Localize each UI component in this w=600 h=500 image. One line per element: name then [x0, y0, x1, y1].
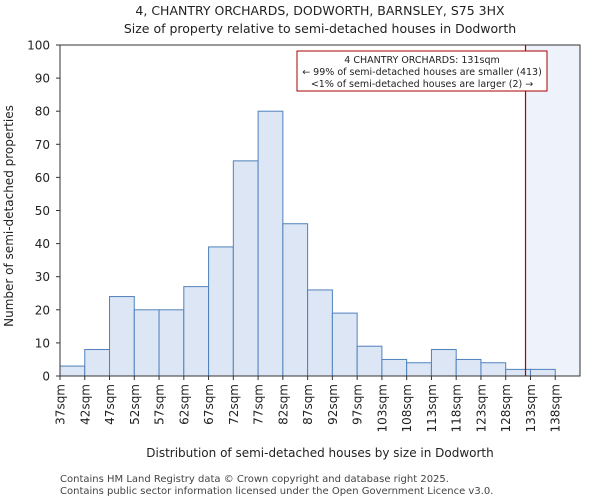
- annotation-line-3: <1% of semi-detached houses are larger (…: [311, 79, 533, 90]
- y-tick-label: 60: [35, 171, 50, 185]
- x-tick-label: 103sqm: [375, 384, 389, 432]
- bar-123sqm: [480, 362, 507, 377]
- x-tick-label: 128sqm: [499, 384, 513, 432]
- bar-42sqm: [84, 349, 111, 377]
- marker-annotation: 4 CHANTRY ORCHARDS: 131sqm ← 99% of semi…: [296, 50, 548, 92]
- bar-62sqm: [183, 286, 210, 377]
- y-axis-label: Number of semi-detached properties: [2, 105, 16, 327]
- x-tick-label: 108sqm: [400, 384, 414, 432]
- y-tick-label: 40: [35, 237, 50, 251]
- bar-133sqm: [529, 368, 556, 377]
- x-tick-label: 42sqm: [78, 384, 92, 425]
- x-tick-label: 62sqm: [177, 384, 191, 425]
- x-tick-label: 92sqm: [326, 384, 340, 425]
- bar-37sqm: [59, 365, 86, 377]
- x-tick-label: 113sqm: [425, 384, 439, 432]
- bar-52sqm: [133, 309, 160, 377]
- y-tick-label: 80: [35, 105, 50, 119]
- annotation-box: [296, 50, 548, 92]
- x-tick-label: 37sqm: [54, 384, 68, 425]
- y-tick-label: 10: [35, 336, 50, 350]
- y-tick-label: 100: [27, 39, 50, 53]
- bar-113sqm: [430, 349, 457, 377]
- x-tick-label: 123sqm: [474, 384, 488, 432]
- bar-82sqm: [282, 223, 309, 377]
- bar-72sqm: [232, 160, 259, 377]
- footer-line-2: Contains public sector information licen…: [60, 486, 493, 497]
- x-tick-label: 72sqm: [227, 384, 241, 425]
- bar-67sqm: [208, 246, 234, 377]
- annotation-line-1: 4 CHANTRY ORCHARDS: 131sqm: [344, 55, 499, 66]
- x-tick-label: 77sqm: [252, 384, 266, 425]
- y-tick-label: 0: [42, 370, 50, 384]
- x-tick-label: 97sqm: [351, 384, 365, 425]
- x-tick-label: 133sqm: [524, 384, 538, 432]
- bar-97sqm: [356, 345, 383, 377]
- x-tick-label: 57sqm: [153, 384, 167, 425]
- plot-area: 0 10 20 30 40 50 60 70 80 90 100 37sqm 42sqm 47sqm 52…: [27, 39, 581, 432]
- x-tick-label: 118sqm: [450, 384, 464, 432]
- x-axis-label: Distribution of semi-detached houses by …: [146, 446, 494, 460]
- larger-region-highlight: [525, 45, 580, 376]
- bar-128sqm: [505, 368, 531, 377]
- bar-108sqm: [406, 362, 432, 377]
- bar-47sqm: [109, 296, 135, 377]
- x-tick-label: 87sqm: [301, 384, 315, 425]
- bar-118sqm: [455, 358, 482, 377]
- bar-92sqm: [331, 312, 358, 377]
- x-tick-label: 52sqm: [128, 384, 142, 425]
- y-tick-label: 50: [35, 204, 50, 218]
- bar-87sqm: [307, 289, 333, 377]
- bar-103sqm: [381, 358, 408, 377]
- chart-title: 4, CHANTRY ORCHARDS, DODWORTH, BARNSLEY,…: [135, 3, 505, 18]
- y-tick-label: 90: [35, 72, 50, 86]
- y-tick-label: 30: [35, 270, 50, 284]
- bar-57sqm: [158, 309, 185, 377]
- annotation-line-2: ← 99% of semi-detached houses are smalle…: [302, 67, 542, 78]
- y-tick-label: 20: [35, 303, 50, 317]
- x-tick-label: 138sqm: [549, 384, 563, 432]
- x-tick-label: 47sqm: [103, 384, 117, 425]
- x-tick-label: 67sqm: [202, 384, 216, 425]
- y-tick-label: 70: [35, 138, 50, 152]
- bar-77sqm: [257, 110, 284, 377]
- x-tick-label: 82sqm: [276, 384, 290, 425]
- footer-line-1: Contains HM Land Registry data © Crown c…: [60, 474, 449, 485]
- chart-subtitle: Size of property relative to semi-detach…: [124, 21, 516, 36]
